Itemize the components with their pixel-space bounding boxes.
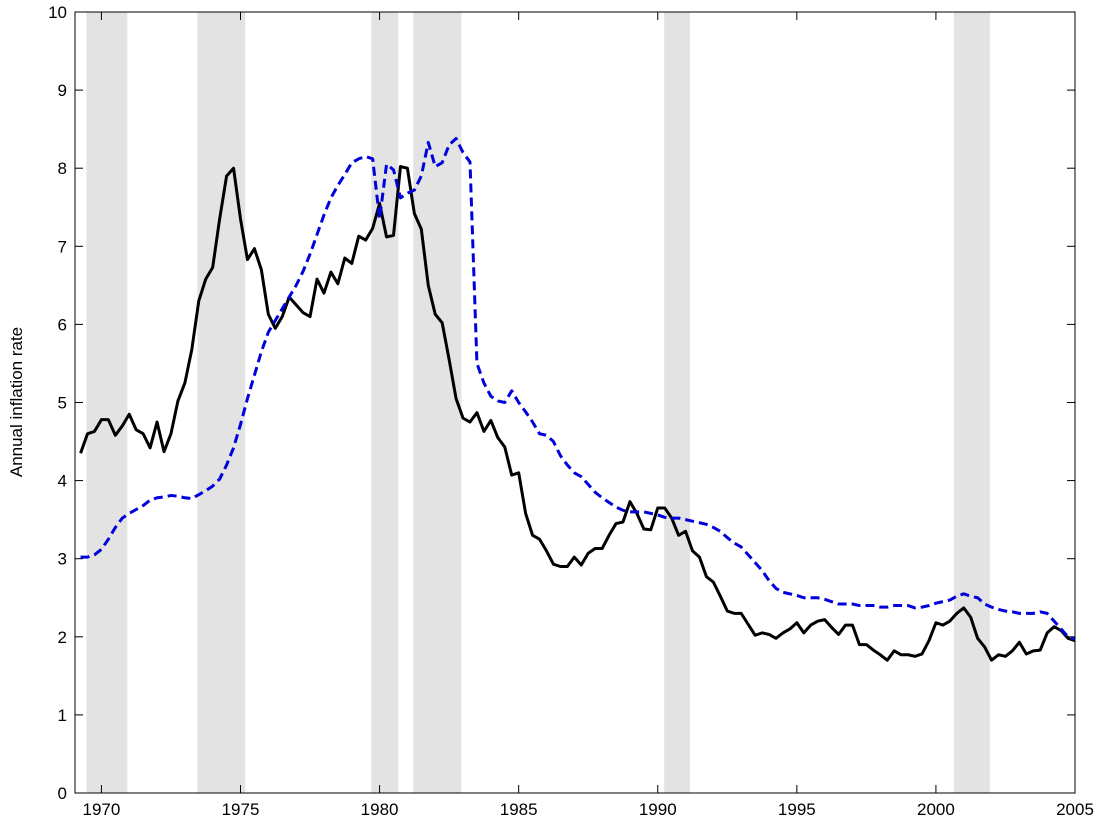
y-tick-label: 8 — [58, 159, 67, 178]
y-tick-label: 5 — [58, 394, 67, 413]
y-tick-label: 0 — [58, 784, 67, 803]
x-tick-label: 1995 — [778, 800, 816, 819]
series-line — [79, 165, 1076, 662]
recession-band — [86, 12, 128, 793]
y-tick-label: 10 — [48, 3, 67, 22]
y-tick-label: 6 — [58, 315, 67, 334]
recession-band — [664, 12, 691, 793]
y-tick-label: 9 — [58, 81, 67, 100]
recession-band — [197, 12, 246, 793]
recession-band — [371, 12, 399, 793]
y-tick-label: 2 — [58, 628, 67, 647]
x-tick-label: 1975 — [222, 800, 260, 819]
x-tick-label: 2000 — [917, 800, 955, 819]
x-tick-label: 1990 — [639, 800, 677, 819]
x-tick-label: 2005 — [1056, 800, 1094, 819]
y-tick-label: 4 — [58, 472, 67, 491]
y-tick-label: 7 — [58, 237, 67, 256]
plot-frame — [74, 11, 1076, 794]
y-axis-label: Annual inflation rate — [7, 327, 26, 477]
y-tick-label: 3 — [58, 550, 67, 569]
x-tick-label: 1985 — [500, 800, 538, 819]
series-line — [80, 137, 1076, 641]
x-tick-label: 1970 — [83, 800, 121, 819]
recession-band — [953, 12, 990, 793]
y-tick-label: 1 — [58, 706, 67, 725]
recession-band — [413, 12, 462, 793]
x-tick-label: 1980 — [361, 800, 399, 819]
